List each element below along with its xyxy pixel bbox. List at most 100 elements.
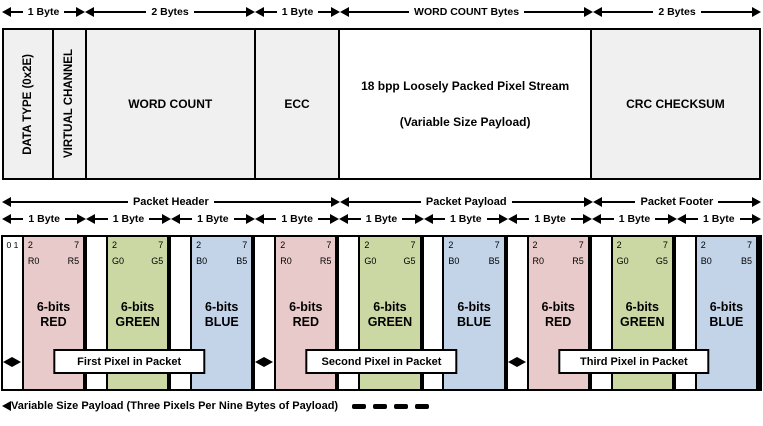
byte-cell-red-2: 2 7 R0 R5 6-bits RED (255, 237, 340, 389)
pixel-group-arrow (3, 356, 255, 368)
arrow-right-icon (583, 214, 593, 224)
bit-start-label: 2 (448, 240, 454, 250)
width-arrow-label: WORD COUNT Bytes (414, 6, 520, 18)
arrow-right-icon (331, 7, 341, 17)
byte-width-arrow: 1 Byte (339, 212, 424, 226)
component-start-label: B0 (196, 256, 208, 266)
byte-width-arrow: 1 Byte (423, 212, 508, 226)
bit-end-label: 7 (158, 240, 164, 250)
arrow-right-icon (584, 7, 594, 17)
field-payload-subtitle: (Variable Size Payload) (399, 115, 531, 129)
bit-start-label: 2 (280, 240, 286, 250)
bit-end-label: 7 (746, 240, 752, 250)
component-end-label: B5 (236, 256, 248, 266)
field-data-type: DATA TYPE (0x2E) (4, 30, 54, 178)
arrow-right-icon (330, 197, 340, 207)
color-box-blue: 2 7 B0 B5 6-bits BLUE (190, 237, 254, 389)
pixel-group-label-box: Third Pixel in Packet (558, 349, 710, 374)
variable-payload-label: Variable Size Payload (Three Pixels Per … (11, 400, 339, 412)
field-virtual-channel-label: VIRTUAL CHANNEL (63, 49, 76, 159)
pixel-group-label-box: Second Pixel in Packet (305, 349, 458, 374)
arrow-left-icon (592, 197, 602, 207)
component-start-label: B0 (700, 256, 712, 266)
component-end-label: B5 (488, 256, 500, 266)
bit-start-label: 2 (196, 240, 202, 250)
top-byte-width-arrows: 1 Byte 2 Bytes 1 Byte WORD COUNT Bytes 2… (2, 4, 761, 20)
bits-size-label: 6-bits (709, 300, 744, 314)
byte-width-arrow: 1 Byte (2, 212, 87, 226)
bits-size-label: 6-bits (457, 300, 491, 314)
arrow-left-icon (2, 401, 11, 411)
arrow-right-icon (161, 214, 171, 224)
bits-size-label: 6-bits (205, 300, 239, 314)
component-end-label: R5 (319, 256, 332, 266)
arrow-left-icon (507, 214, 517, 224)
arrow-right-icon (498, 214, 508, 224)
field-crc-checksum-label: CRC CHECKSUM (626, 97, 725, 111)
arrow-left-icon (340, 7, 350, 17)
arrow-right-icon (414, 214, 424, 224)
bit-end-label: 7 (74, 240, 80, 250)
bit-start-label: 2 (700, 240, 706, 250)
section-arrow-label: Packet Payload (425, 196, 507, 208)
arrow-right-icon (246, 7, 256, 17)
arrow-left-icon (255, 7, 265, 17)
unused-bits-strip (255, 237, 275, 389)
component-end-label: G5 (151, 256, 164, 266)
field-word-count-label: WORD COUNT (128, 97, 213, 111)
pixel-group-third: Third Pixel in Packet (507, 237, 760, 389)
field-payload-title: 18 bpp Loosely Packed Pixel Stream (361, 78, 570, 93)
component-end-label: R5 (67, 256, 80, 266)
component-start-label: G0 (364, 256, 377, 266)
color-name-label: RED (40, 315, 67, 329)
byte-width-arrow: 1 Byte (676, 212, 761, 226)
byte-width-arrow: 1 Byte (254, 212, 340, 226)
arrow-right-icon (752, 197, 761, 207)
arrow-left-icon (423, 214, 433, 224)
field-ecc-label: ECC (284, 97, 310, 111)
color-name-label: GREEN (115, 315, 160, 329)
component-end-label: B5 (740, 256, 752, 266)
packet-fields-row: DATA TYPE (0x2E) VIRTUAL CHANNEL WORD CO… (2, 28, 761, 180)
width-arrow-label: 2 Bytes (658, 6, 696, 18)
section-arrow-packet-footer: Packet Footer (592, 195, 761, 209)
bits-size-label: 6-bits (373, 300, 407, 314)
arrow-left-icon (2, 7, 11, 17)
section-arrow-label: Packet Footer (640, 196, 714, 208)
width-arrow-label: 2 Bytes (151, 6, 189, 18)
byte-width-arrow: 1 Byte (170, 212, 255, 226)
arrow-right-icon (667, 214, 677, 224)
bits-size-label: 6-bits (120, 300, 155, 314)
byte-width-arrow: 1 Byte (507, 212, 593, 226)
bit-end-label: 7 (326, 240, 332, 250)
arrow-left-icon (86, 214, 96, 224)
color-name-label: BLUE (709, 315, 744, 329)
section-arrow-label: Packet Header (132, 196, 209, 208)
component-start-label: G0 (616, 256, 629, 266)
byte-width-label: 1 Byte (703, 213, 735, 225)
bits-size-label: 6-bits (625, 300, 659, 314)
arrow-right-icon (76, 7, 86, 17)
arrow-left-icon (593, 7, 603, 17)
variable-payload-arrow: Variable Size Payload (Three Pixels Per … (2, 399, 761, 413)
arrow-left-icon (254, 214, 264, 224)
component-start-label: B0 (448, 256, 460, 266)
component-end-label: G5 (403, 256, 416, 266)
bits-size-label: 6-bits (289, 300, 323, 314)
width-arrow-data-type: 1 Byte (2, 4, 86, 20)
byte-width-label: 1 Byte (534, 213, 566, 225)
byte-width-label: 1 Byte (197, 213, 229, 225)
color-name-label: RED (292, 315, 320, 329)
unused-bits-strip (507, 237, 527, 389)
pixel-group-arrow (255, 356, 507, 368)
byte-width-label: 1 Byte (281, 213, 313, 225)
color-name-label: GREEN (367, 315, 413, 329)
width-arrow-ecc: 1 Byte (255, 4, 341, 20)
arrow-left-icon (3, 357, 12, 367)
arrow-right-icon (752, 7, 761, 17)
field-virtual-channel: VIRTUAL CHANNEL (53, 30, 87, 178)
component-start-label: R0 (532, 256, 545, 266)
width-arrow-label: 1 Byte (27, 6, 60, 18)
width-arrow-payload: WORD COUNT Bytes (340, 4, 594, 20)
